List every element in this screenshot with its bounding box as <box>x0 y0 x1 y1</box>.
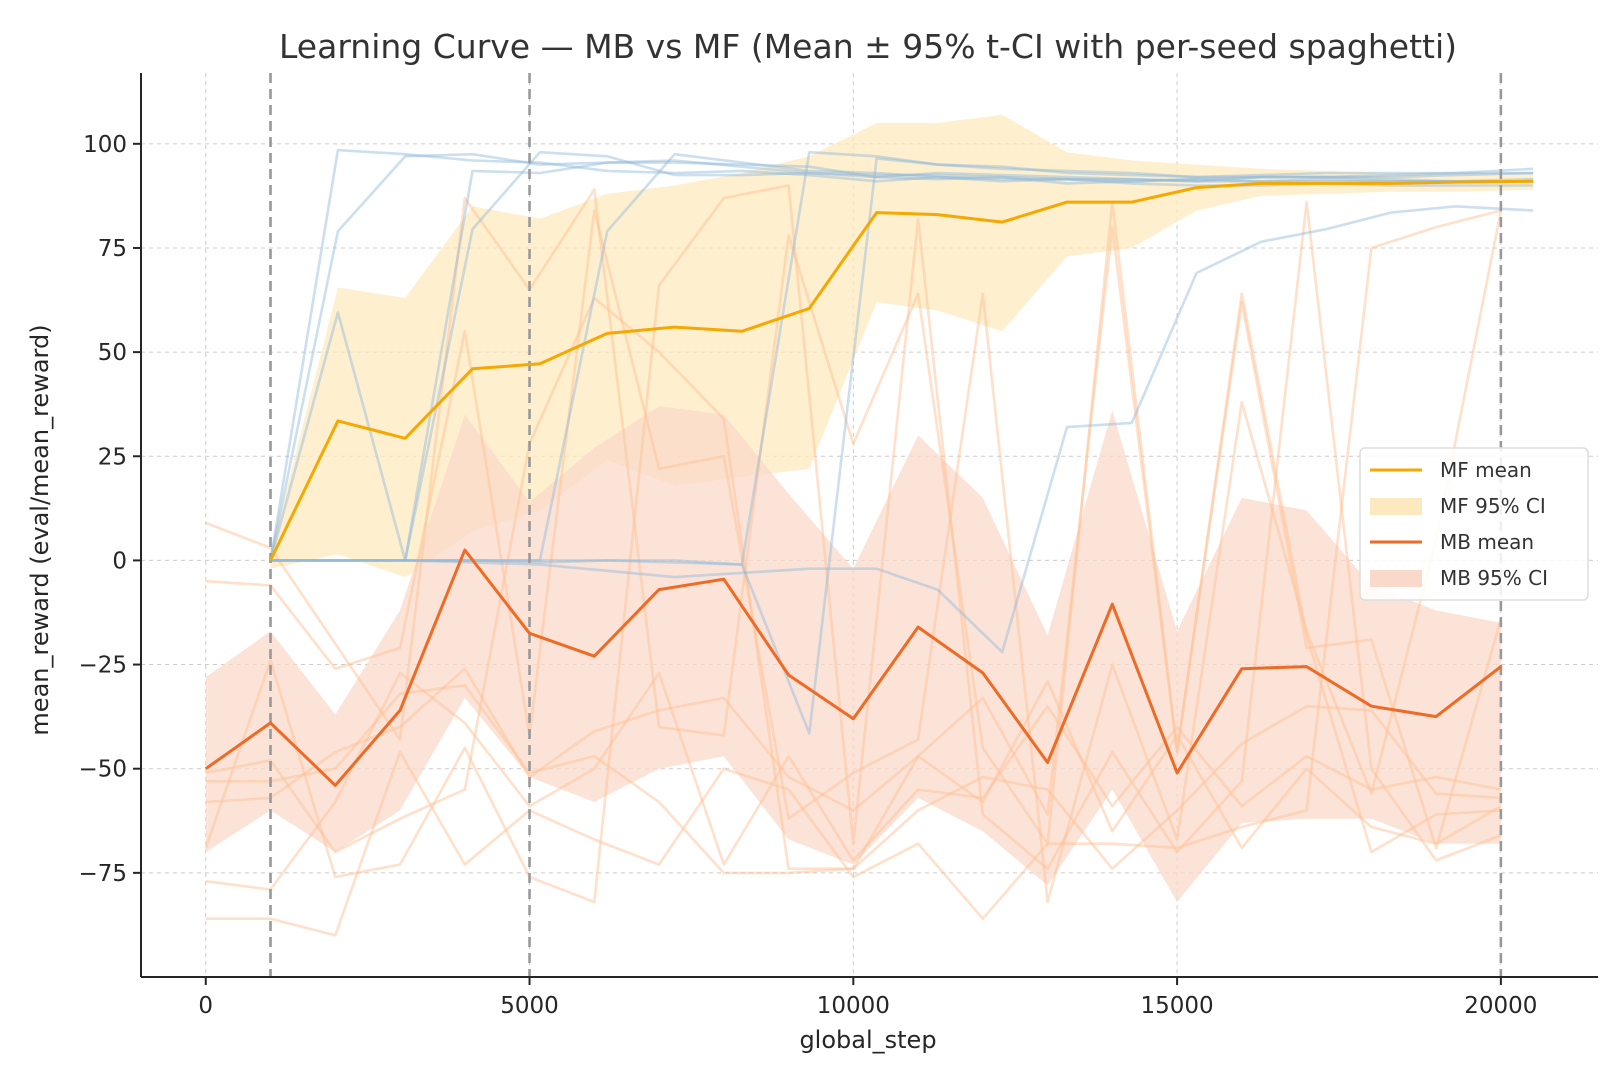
mb-mean-line <box>204 548 1502 787</box>
ci-bands <box>205 114 1534 902</box>
mf-seed-line-3 <box>269 150 1534 562</box>
y-tick-label-2: −25 <box>78 653 127 679</box>
mb-seed-line-1 <box>205 188 1503 850</box>
mf-seed-line-8 <box>270 205 1534 654</box>
legend-swatch-mb-95-ci <box>1370 570 1422 587</box>
x-tick-label-2: 10000 <box>817 993 890 1019</box>
y-tick-label-4: 25 <box>98 444 127 470</box>
y-axis-title: mean_reward (eval/mean_reward) <box>26 324 54 735</box>
mf-seed-line-4 <box>270 161 1534 562</box>
legend: MF mean MF 95% CI MB mean MB 95% CI <box>1359 447 1589 601</box>
legend-box <box>1359 447 1589 601</box>
mb-seed-line-7 <box>204 184 1502 904</box>
legend-swatch-mf-95-ci <box>1370 498 1422 515</box>
legend-label-mf-mean: MF mean <box>1440 458 1532 482</box>
mb-seed-line-6 <box>205 209 1502 937</box>
chart-title: Learning Curve — MB vs MF (Mean ± 95% t-… <box>279 27 1457 66</box>
mb-seed-line-4 <box>205 667 1502 850</box>
y-tick-label-7: 100 <box>83 132 127 158</box>
x-tick-label-0: 0 <box>198 993 213 1019</box>
axes: 0 5000 10000 15000 20000 −75 −50 −25 0 25 50 75 100 <box>78 73 1598 1019</box>
x-tick-label-4: 20000 <box>1464 993 1537 1019</box>
x-axis-title: global_step <box>799 1026 936 1054</box>
mb-seed-line-2 <box>205 209 1503 904</box>
x-tick-label-1: 5000 <box>500 993 559 1019</box>
y-tick-label-1: −50 <box>78 757 127 783</box>
legend-label-mb-mean: MB mean <box>1440 530 1534 554</box>
mf-seed-line-7 <box>270 157 1534 735</box>
y-tick-label-0: −75 <box>78 861 127 887</box>
y-tick-label-5: 50 <box>98 340 127 366</box>
mf-seed-line-2 <box>269 152 1534 561</box>
mb-seed-line-8 <box>205 684 1501 875</box>
y-tick-label-6: 75 <box>98 236 127 262</box>
y-tick-label-3: 0 <box>112 548 127 574</box>
legend-label-mb-95-ci: MB 95% CI <box>1440 566 1548 590</box>
mf-seed-line-6 <box>270 150 1534 566</box>
legend-label-mf-95-ci: MF 95% CI <box>1440 494 1546 518</box>
x-tick-label-3: 15000 <box>1141 993 1214 1019</box>
mf-mean-line <box>269 179 1534 562</box>
mb-seed-line-5 <box>205 671 1502 891</box>
seed-lines <box>204 148 1534 937</box>
mf-seed-line-1 <box>269 148 1534 561</box>
mean-lines <box>204 179 1534 787</box>
